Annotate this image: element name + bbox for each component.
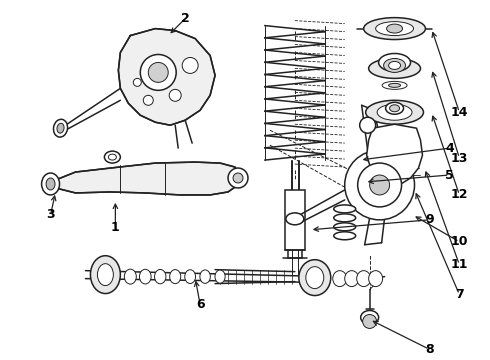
Circle shape (360, 117, 376, 133)
Ellipse shape (345, 271, 359, 287)
Text: 7: 7 (455, 288, 464, 301)
Ellipse shape (384, 58, 406, 72)
Circle shape (363, 315, 377, 328)
Ellipse shape (379, 54, 411, 71)
Ellipse shape (368, 58, 420, 78)
Ellipse shape (334, 205, 356, 213)
Circle shape (143, 95, 153, 105)
Circle shape (358, 163, 401, 207)
Text: 9: 9 (425, 213, 434, 226)
Ellipse shape (387, 24, 403, 33)
Ellipse shape (361, 310, 379, 324)
Circle shape (148, 62, 168, 82)
Ellipse shape (185, 270, 196, 283)
Ellipse shape (104, 151, 121, 163)
Ellipse shape (377, 104, 412, 120)
Text: 6: 6 (196, 298, 204, 311)
Ellipse shape (98, 264, 113, 285)
Ellipse shape (154, 269, 166, 284)
Ellipse shape (334, 232, 356, 240)
Ellipse shape (299, 260, 331, 296)
Ellipse shape (124, 269, 136, 284)
Circle shape (169, 89, 181, 101)
Ellipse shape (376, 22, 414, 36)
Text: 11: 11 (451, 258, 468, 271)
Ellipse shape (390, 105, 399, 112)
Ellipse shape (386, 102, 404, 114)
Circle shape (228, 168, 248, 188)
Ellipse shape (366, 100, 423, 124)
Ellipse shape (57, 123, 64, 133)
Text: 13: 13 (451, 152, 468, 165)
Ellipse shape (389, 84, 400, 87)
Text: 2: 2 (181, 12, 190, 25)
Polygon shape (285, 190, 305, 250)
Ellipse shape (170, 270, 181, 284)
Ellipse shape (389, 62, 400, 69)
Ellipse shape (364, 18, 425, 40)
Circle shape (140, 54, 176, 90)
Ellipse shape (334, 214, 356, 222)
Text: 3: 3 (46, 208, 55, 221)
Circle shape (133, 78, 141, 86)
Ellipse shape (306, 267, 324, 289)
Text: 5: 5 (445, 168, 454, 181)
Text: 10: 10 (451, 235, 468, 248)
Circle shape (182, 58, 198, 73)
Ellipse shape (286, 213, 304, 225)
Polygon shape (52, 162, 240, 195)
Ellipse shape (53, 119, 68, 137)
Ellipse shape (215, 270, 225, 283)
Ellipse shape (334, 223, 356, 231)
Ellipse shape (368, 271, 383, 287)
Circle shape (369, 175, 390, 195)
Text: 8: 8 (425, 343, 434, 356)
Ellipse shape (333, 271, 347, 287)
Ellipse shape (357, 271, 370, 287)
Text: 12: 12 (451, 188, 468, 202)
Ellipse shape (91, 256, 121, 293)
Ellipse shape (200, 270, 210, 283)
Circle shape (233, 173, 243, 183)
Ellipse shape (382, 81, 407, 89)
Polygon shape (367, 124, 422, 185)
Text: 1: 1 (111, 221, 120, 234)
Text: 4: 4 (445, 141, 454, 155)
Ellipse shape (108, 154, 116, 160)
Text: 14: 14 (451, 106, 468, 119)
Ellipse shape (140, 269, 151, 284)
Circle shape (345, 150, 415, 220)
Ellipse shape (46, 178, 55, 190)
Ellipse shape (42, 173, 59, 195)
Polygon shape (119, 28, 215, 125)
